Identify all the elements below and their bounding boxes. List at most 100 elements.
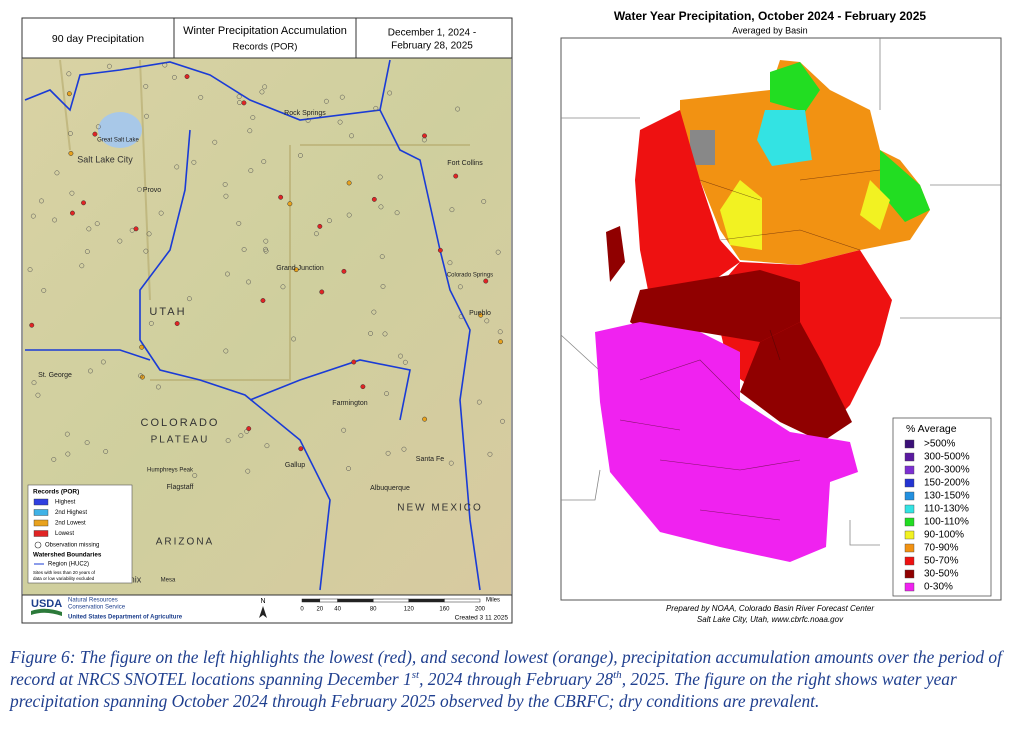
legend-label: 70-90% [924,543,959,554]
station-dot [237,100,242,106]
station-dot [453,173,459,179]
basin-50-70 [635,110,740,300]
legend-swatch [904,517,915,527]
station-dot [225,271,230,277]
basin-100-110 [770,62,820,112]
legend-label: Region (HUC2) [48,562,89,568]
caption: Figure 6: The figure on the left highlig… [10,646,1020,712]
station-dot [458,314,464,320]
station-dot [305,117,311,123]
station-dot [360,384,366,390]
place-label: Colorado Springs [447,273,493,279]
legend-label: 50-70% [924,556,959,567]
station-dot [241,100,247,106]
station-dot [248,168,254,174]
scale-segment [337,598,374,603]
basin-90-100 [720,180,762,250]
legend-label: 300-500% [924,452,970,463]
station-dot [278,194,284,200]
station-dot [476,399,482,405]
station-dot [66,91,72,97]
station-dot [184,74,190,80]
legend-swatch [904,556,915,566]
station-dot [262,84,268,90]
place-label: UTAH [149,306,186,318]
basin-30-50 [630,270,800,342]
agency-line: Natural Resources [68,598,118,604]
station-dot [51,456,57,462]
station-dot [158,210,164,216]
basin-0-30 [595,322,858,562]
station-dot [261,159,267,165]
legend-note: Sites with less than 20 years of [33,570,96,575]
watershed-boundaries [24,59,481,591]
scale-unit: Miles [486,598,500,604]
place-label: Flagstaff [167,484,194,491]
station-dot [280,284,286,290]
north-label: N [260,598,265,605]
legend-label: 30-50% [924,569,959,580]
station-dot [371,309,377,315]
credit: Prepared by NOAA, Colorado Basin River F… [666,604,874,613]
station-dot [298,153,303,158]
station-dot [422,133,427,139]
caption-text: Figure 6: The figure on the left highlig… [10,647,1002,689]
station-dot [186,296,192,302]
place-label: Fort Collins [447,160,483,167]
caption-text: , 2025. The figure on the right shows wa… [10,669,957,711]
station-dot [483,278,489,284]
station-dot [263,248,269,254]
station-dot [35,392,41,398]
credit: Salt Lake City, Utah, www.cbrfc.noaa.gov [697,615,844,624]
station-dot [378,204,384,210]
station-dot [198,94,204,100]
scale-segment [444,598,481,603]
legend: >500% 300-500% 200-300% 150-200% 130-150% 110… [904,439,970,593]
scale-segment [319,598,338,603]
place-label: Pueblo [469,310,491,317]
created-date: Created 3 11 2025 [455,615,509,622]
station-dot [143,83,149,89]
state-lines [560,38,1001,546]
station-dot [341,268,347,274]
legend-label: Observation missing [45,543,99,549]
station-dot [398,353,403,359]
station-dot [346,180,352,186]
station-dot [225,438,231,443]
legend-title: Records (POR) [33,489,79,496]
place-label: NEW MEXICO [397,503,483,514]
station-dot [155,384,161,390]
scale-bar: 0 20 40 80 120 160 200 [300,598,486,613]
legend-swatch [904,439,915,449]
station-dot [241,247,247,252]
station-dot [192,473,198,478]
station-dot [41,288,47,293]
station-dot [385,450,391,456]
legend-swatch [904,569,915,579]
station-dot [260,298,266,303]
station-dot [100,359,106,365]
station-dot [246,279,251,285]
legend-note: data or low variability excluded [33,576,95,581]
place-label: Provo [143,187,161,194]
scale-tick: 80 [370,607,377,613]
header-subtitle: Records (POR) [233,42,298,53]
header-dates: February 28, 2025 [391,41,473,52]
place-label: Grand Junction [276,265,324,272]
station-dot [293,267,299,273]
place-label: Rock Springs [284,110,326,117]
station-dot [64,431,70,437]
station-dot [68,150,74,156]
station-dot [103,449,109,454]
legend-swatch [33,509,49,516]
station-dot [87,368,93,374]
place-label: COLORADO [141,417,220,429]
right-map: Water Year Precipitation, October 2024 -… [560,9,1002,624]
station-dot [79,263,85,269]
legend-label: 130-150% [924,491,970,502]
legend-swatch [904,543,915,553]
station-dot [67,131,73,136]
legend: Records (POR) Highest 2nd Highest 2nd Lowes… [33,489,102,581]
station-dot [264,443,270,449]
